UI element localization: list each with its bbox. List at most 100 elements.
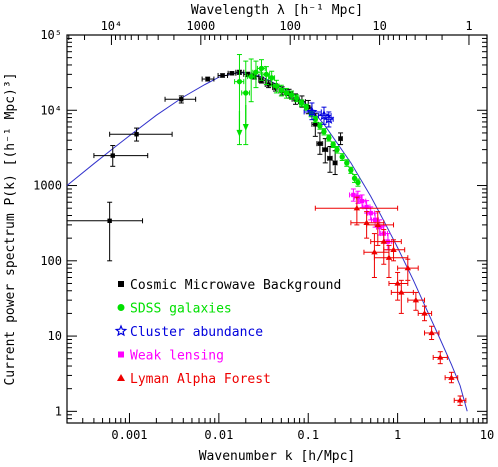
data-point [355,178,361,187]
data-point-marker [368,210,373,216]
data-point-marker [298,100,305,106]
data-point-marker [398,289,405,295]
data-point-marker [117,304,125,311]
data-point-marker [326,135,332,141]
data-point-marker [288,92,295,98]
tick-marks [66,34,488,424]
top-tick-label: 100 [279,19,301,33]
data-point [247,58,255,103]
data-point [334,146,340,154]
data-point-marker [205,76,210,82]
data-point-marker [412,296,420,303]
data-point [93,145,149,167]
data-point-marker [243,90,249,96]
data-point-marker [179,97,184,102]
data-point-marker [283,90,290,96]
data-point [349,188,358,202]
x-tick-label: 10 [480,428,494,442]
x-tick-label: 0.1 [297,428,319,442]
data-point [453,395,467,406]
data-point [262,66,271,85]
data-point [332,150,338,176]
data-point-marker [359,198,365,204]
data-point-marker [327,156,333,161]
data-point [278,84,285,97]
data-point [366,211,395,246]
data-point-marker [363,219,370,225]
data-point [321,128,327,136]
data-point-marker [448,374,455,380]
data-point-marker [273,83,280,89]
data-point [407,291,426,311]
data-point-marker [353,204,361,211]
data-point [383,239,406,262]
data-point-marker [421,310,428,316]
data-point [317,122,323,130]
x-tick-label: 0.001 [111,428,147,442]
data-point-marker [278,87,285,93]
data-point [66,201,144,262]
data-point-marker [313,122,318,127]
data-point-marker [293,95,300,101]
data-point-marker [380,238,387,244]
data-point [303,102,322,121]
y-tick-label: 10⁵ [40,28,62,42]
data-point-marker [268,75,275,81]
top-tick-label: 10 [372,19,386,33]
y-tick-label: 10⁴ [40,103,62,117]
legend: Cosmic Microwave Background SDSS galaxies… [114,278,341,387]
data-point-marker [385,254,393,260]
legend-label: Lyman Alpha Forest [130,372,271,387]
data-point-marker [317,141,323,146]
data-point [316,132,324,155]
data-point-marker [229,71,235,76]
data-point-marker [107,218,112,224]
data-point-marker [364,204,369,210]
data-point [164,95,197,104]
data-point-marker [390,246,397,253]
data-point [388,271,409,301]
top-axis-title: Wavelength λ [h⁻¹ Mpc] [191,3,363,18]
data-point [330,141,336,149]
data-point-marker [317,123,323,129]
data-point-marker [334,146,340,153]
data-point-marker [220,73,225,78]
data-point-marker [258,65,265,72]
data-point-marker [114,324,128,337]
data-point-marker [355,179,361,186]
data-point-marker [321,128,327,135]
data-point-marker [253,69,259,75]
series-lyman-alpha-forest [314,196,467,406]
plot-frame [66,34,488,424]
data-point-marker [332,160,338,166]
data-point [351,174,358,183]
y-tick-label: 10 [48,329,62,343]
data-point-marker [344,160,350,166]
data-point-marker [339,154,345,160]
data-point [417,305,433,322]
data-point [201,76,215,82]
legend-label: Cosmic Microwave Background [130,278,341,293]
upper-limit-arrowhead [236,129,243,137]
data-point-marker [437,354,444,360]
data-point-marker [306,106,318,117]
data-point-marker [263,71,270,78]
model-curve-layer [66,72,468,412]
data-point-marker [351,192,356,198]
data-point-marker [348,167,354,173]
top-tick-label: 1000 [186,19,215,33]
data-point [432,351,448,365]
data-point-marker [372,217,378,223]
data-point [344,159,350,167]
data-point-marker [338,136,343,141]
data-point [370,229,402,265]
data-point [444,371,459,384]
legend-label: Cluster abundance [130,325,263,340]
y-tick-label: 1000 [33,179,62,193]
x-axis-title: Wavenumber k [h/Mpc] [199,449,356,464]
data-point [373,244,409,279]
data-point [252,60,261,89]
y-tick-label: 1 [55,404,62,418]
legend-label: SDSS galaxies [130,302,232,317]
